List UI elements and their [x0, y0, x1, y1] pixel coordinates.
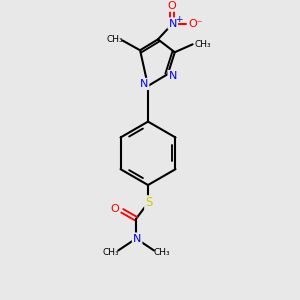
Text: CH₃: CH₃ [194, 40, 211, 49]
Text: +: + [175, 15, 182, 24]
Text: CH₃: CH₃ [102, 248, 119, 257]
Text: N: N [133, 234, 141, 244]
Text: CH₃: CH₃ [154, 248, 170, 257]
Text: CH₃: CH₃ [106, 35, 123, 44]
Text: S: S [145, 196, 153, 209]
Text: N: N [140, 79, 148, 89]
Text: N: N [169, 19, 177, 28]
Text: O⁻: O⁻ [188, 20, 203, 29]
Text: O: O [110, 204, 119, 214]
Text: N: N [169, 71, 177, 81]
Text: O: O [167, 1, 176, 11]
